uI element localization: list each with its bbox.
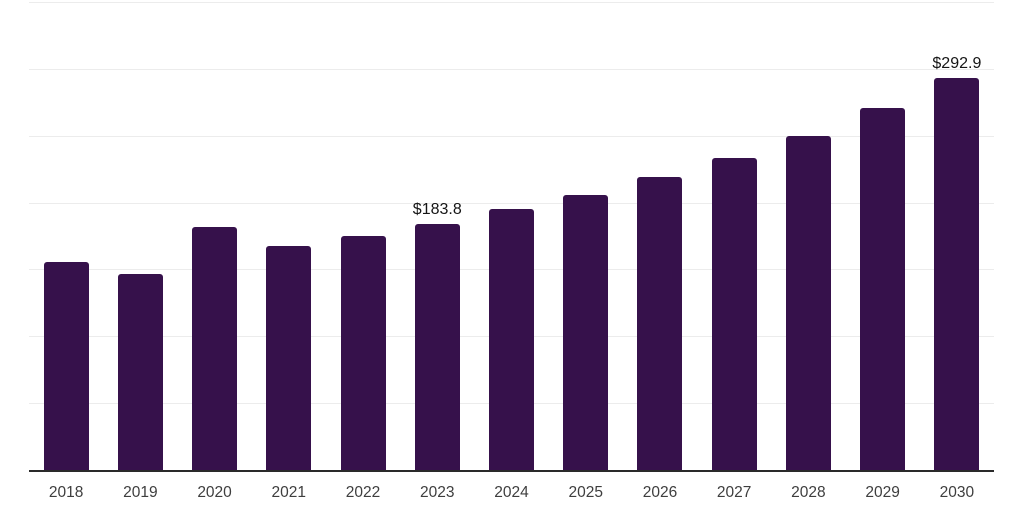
plot-area: 2018 2019 2020 2021 2022 2023 2024 2025 2026 2027… bbox=[29, 2, 994, 501]
gridline bbox=[29, 135, 994, 137]
x-tick-label-2026: 2026 bbox=[642, 484, 678, 501]
bar-2024 bbox=[489, 209, 534, 470]
x-tick-label-2021: 2021 bbox=[271, 484, 307, 501]
bar-2030 bbox=[934, 78, 980, 470]
bar-2020 bbox=[192, 227, 238, 470]
gridline bbox=[29, 2, 994, 3]
bar-2025 bbox=[563, 195, 609, 470]
bar-2028 bbox=[785, 135, 831, 470]
x-tick-label-2025: 2025 bbox=[568, 484, 603, 501]
x-tick-label-2022: 2022 bbox=[345, 484, 381, 501]
bar-2023 bbox=[414, 224, 460, 470]
x-tick-label-2027: 2027 bbox=[716, 484, 752, 501]
x-tick-label-2019: 2019 bbox=[123, 484, 158, 501]
bar-2021 bbox=[266, 245, 312, 470]
x-tick-label-2020: 2020 bbox=[197, 484, 232, 501]
x-tick-label-2024: 2024 bbox=[494, 484, 529, 501]
x-tick-label-2030: 2030 bbox=[939, 484, 975, 501]
bar-2026 bbox=[637, 177, 683, 470]
bar-2022 bbox=[340, 235, 386, 470]
x-axis-line bbox=[29, 470, 994, 472]
bar-2029 bbox=[860, 108, 906, 470]
gridline bbox=[29, 68, 994, 70]
x-tick-label-2028: 2028 bbox=[791, 484, 826, 501]
x-tick-label-2023: 2023 bbox=[420, 484, 455, 501]
x-tick-label-2018: 2018 bbox=[48, 484, 84, 501]
bar-2027 bbox=[711, 158, 757, 470]
x-tick-label-2029: 2029 bbox=[865, 484, 900, 501]
value-label-2030: $292.9 bbox=[932, 55, 982, 73]
gridline bbox=[29, 202, 994, 204]
bar-2018 bbox=[43, 262, 89, 470]
bar-2019 bbox=[117, 274, 163, 470]
value-label-2023: $183.8 bbox=[412, 201, 462, 219]
